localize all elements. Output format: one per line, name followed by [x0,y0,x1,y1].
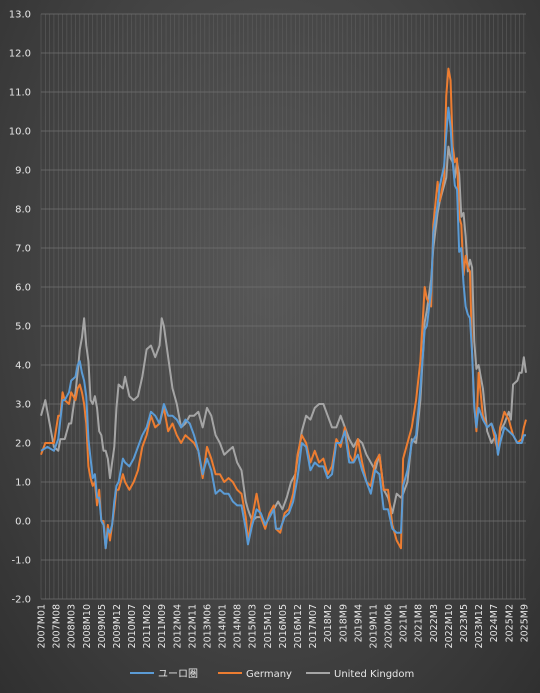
y-tick-label: 10.0 [9,127,31,138]
series-line-germany [40,67,527,550]
x-tick-label: 2008M03 [67,604,78,648]
x-tick-label: 2025M2 [504,604,515,642]
y-tick-label: -1.0 [11,556,31,567]
legend-label: Germany [246,669,292,680]
x-tick-label: 2014M08 [233,604,244,648]
x-tick-label: 2023M12 [474,604,485,648]
y-tick-label: 5.0 [15,322,31,333]
x-tick-label: 2010M07 [127,604,138,648]
x-tick-label: 2025M9 [519,604,530,642]
y-tick-label: 1.0 [15,478,31,489]
x-tick-label: 2009M12 [112,604,123,648]
x-tick-label: 2018M9 [338,604,349,642]
x-tick-label: 2024M7 [489,604,500,642]
x-tick-label: 2019M11 [368,604,379,648]
x-axis-tick-labels: 2007M01 2007M08 2008M03 2008M10 2009M05 2009M… [37,604,531,648]
x-tick-label: 2011M09 [157,604,168,648]
series-line-ユーロ圏 [40,106,526,550]
y-tick-label: 2.0 [15,439,31,450]
x-tick-label: 2022M10 [444,604,455,648]
y-tick-label: 8.0 [15,205,31,216]
y-tick-label: 4.0 [15,361,31,372]
x-tick-label: 2011M02 [142,604,153,648]
y-tick-label: 12.0 [9,49,31,60]
x-tick-label: 2009M05 [97,604,108,648]
x-tick-label: 2020M06 [384,604,395,648]
x-tick-label: 2023M5 [459,604,470,642]
x-tick-label: 2015M10 [263,604,274,648]
series-line-united-kingdom [40,145,527,526]
x-tick-label: 2021M1 [399,604,410,642]
legend: ユーロ圏 Germany United Kingdom [130,668,414,680]
x-tick-label: 2012M04 [172,604,183,648]
x-tick-label: 2014M01 [218,604,229,648]
x-tick-label: 2016M05 [278,604,289,648]
x-tick-label: 2018M2 [323,604,334,642]
legend-label: ユーロ圏 [158,668,198,680]
x-tick-label: 2008M10 [82,604,93,648]
y-tick-label: 0.0 [15,517,31,528]
legend-label: United Kingdom [334,669,414,680]
x-tick-label: 2022M3 [429,604,440,642]
x-tick-label: 2015M03 [248,604,259,648]
x-tick-label: 2021M8 [414,604,425,642]
series-lines [40,67,527,550]
x-tick-label: 2016M12 [293,604,304,648]
x-tick-label: 2019M4 [353,604,364,642]
x-tick-label: 2007M08 [52,604,63,648]
x-tick-label: 2007M01 [37,604,48,648]
y-tick-label: 9.0 [15,166,31,177]
x-tick-label: 2012M11 [187,604,198,648]
y-tick-label: 3.0 [15,400,31,411]
y-tick-label: 7.0 [15,244,31,255]
x-tick-label: 2017M07 [308,604,319,648]
y-axis-tick-labels: 13.0 12.0 11.0 10.0 9.0 8.0 7.0 6.0 5.0 4.0 3.0 2.0… [9,10,31,606]
y-tick-label: -2.0 [11,595,31,606]
y-tick-label: 11.0 [9,88,31,99]
x-tick-label: 2013M06 [202,604,213,648]
y-tick-label: 6.0 [15,283,31,294]
y-tick-label: 13.0 [9,10,31,21]
gridlines [40,13,526,600]
